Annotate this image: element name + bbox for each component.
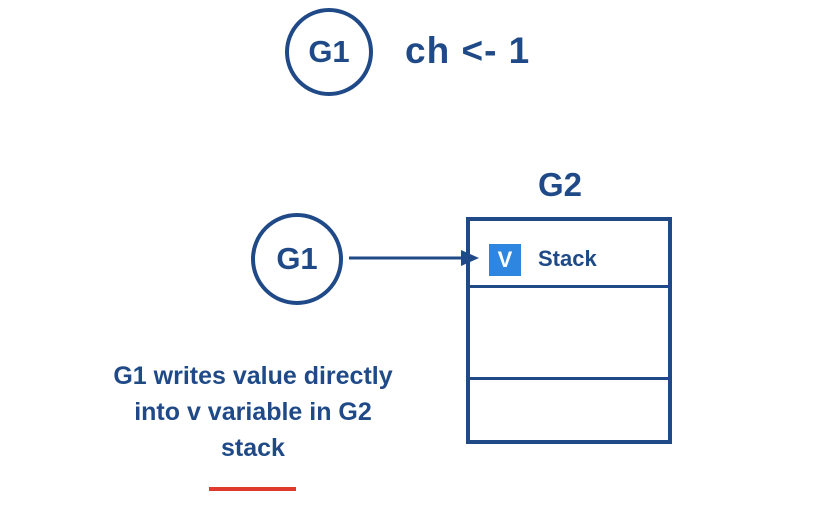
channel-send-code: ch <- 1 xyxy=(405,30,531,71)
g1-top-label: G1 xyxy=(308,34,350,69)
stack-label: Stack xyxy=(538,246,597,271)
g1-goroutine-circle-top: G1 xyxy=(285,8,373,96)
accent-underline xyxy=(209,487,296,491)
caption: G1 writes value directly into v variable… xyxy=(72,358,434,466)
g1-goroutine-circle: G1 xyxy=(251,213,343,305)
g2-stack-box: V Stack xyxy=(466,217,672,444)
stack-divider-2 xyxy=(470,377,668,380)
caption-line-1: G1 writes value directly xyxy=(113,362,393,390)
g2-title: G2 xyxy=(538,166,583,203)
arrow-head-icon xyxy=(461,250,479,266)
caption-line-3: stack xyxy=(221,434,285,462)
g1-label: G1 xyxy=(276,241,318,276)
stack-divider-1 xyxy=(470,285,668,288)
caption-line-2: into v variable in G2 xyxy=(134,398,372,426)
arrow-icon xyxy=(349,250,479,266)
v-variable-badge: V xyxy=(489,244,521,276)
